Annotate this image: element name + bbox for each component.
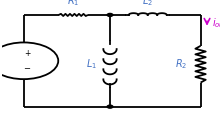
Text: $R_1$: $R_1$ xyxy=(67,0,80,8)
Text: $R_2$: $R_2$ xyxy=(175,57,188,71)
Text: −: − xyxy=(24,64,31,73)
Circle shape xyxy=(107,105,113,108)
Text: +: + xyxy=(24,49,30,58)
Text: $i_{out}$: $i_{out}$ xyxy=(213,17,220,30)
Circle shape xyxy=(107,13,113,16)
Text: $L_2$: $L_2$ xyxy=(142,0,153,8)
Text: $L_1$: $L_1$ xyxy=(86,57,97,71)
